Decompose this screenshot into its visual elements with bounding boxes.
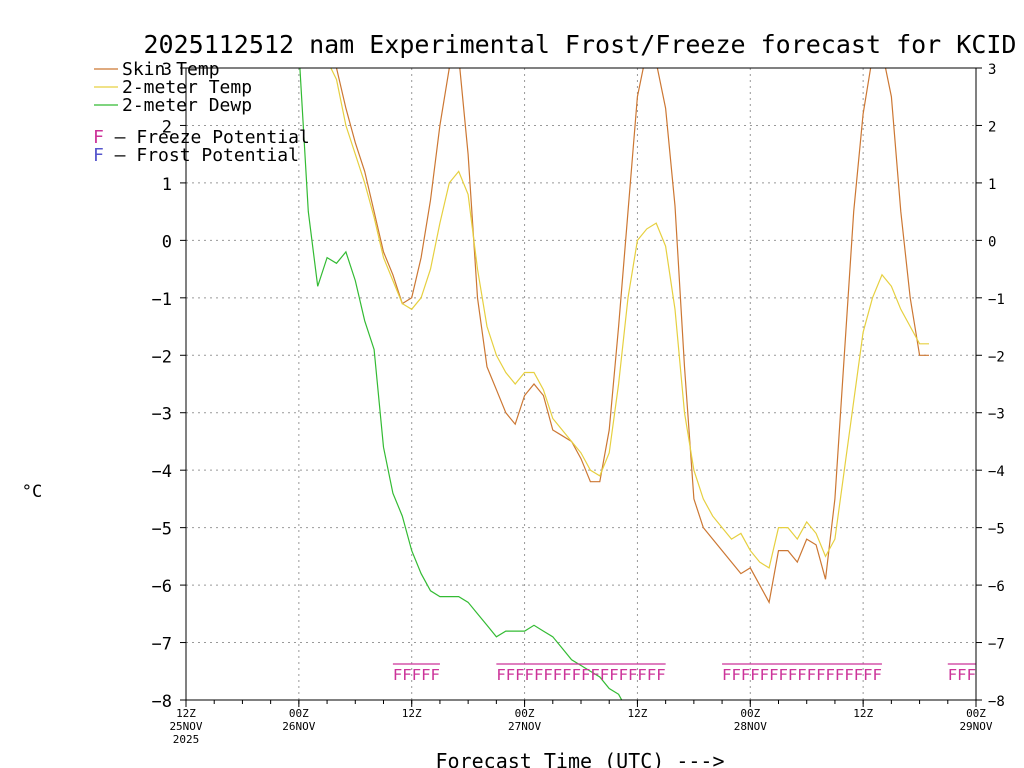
y-tick-label: 3 xyxy=(162,60,172,80)
y-tick-label: −5 xyxy=(152,520,172,540)
freeze-mark-label: FFFFFFFFFFFFFFFFFF xyxy=(496,666,665,684)
series-line-2-meter-dewp xyxy=(299,68,623,700)
y-tick-label: −7 xyxy=(152,635,172,655)
potential-legend-mark: F xyxy=(93,127,104,148)
potential-legend-text: – Frost Potential xyxy=(104,145,299,166)
y-tick-label: 2 xyxy=(162,117,172,137)
y-tick-label-right: 0 xyxy=(988,234,996,250)
y-tick-label-right: 2 xyxy=(988,119,996,135)
legend-label: 2-meter Temp xyxy=(122,77,252,98)
legend-label: 2-meter Dewp xyxy=(122,95,252,116)
x-tick-label: 00Z xyxy=(289,707,309,720)
y-tick-label-right: 3 xyxy=(988,62,996,78)
x-tick-label: 00Z xyxy=(966,707,986,720)
x-tick-label: 28NOV xyxy=(734,720,767,733)
x-tick-label: 00Z xyxy=(740,707,760,720)
y-axis: 3 3 2 2 1 1 0 0 −1 −1 −2 −2 −3 −3 −4 −4 −5 −5 −6 −6 −7 −7 −8 −8 xyxy=(152,60,1005,712)
plot-frame xyxy=(185,67,977,701)
x-tick-label: 00Z xyxy=(515,707,535,720)
y-tick-label: 0 xyxy=(162,232,172,252)
x-tick-label: 29NOV xyxy=(959,720,992,733)
potential-legend-text: – Freeze Potential xyxy=(104,127,310,148)
series-lines xyxy=(299,68,929,700)
y-axis-label: °C xyxy=(22,482,42,502)
freeze-mark-label: FFFFF xyxy=(393,666,440,684)
y-tick-label: −1 xyxy=(152,290,172,310)
grid xyxy=(186,68,976,700)
freeze-potential-marks: FFFFF FFFFFFFFFFFFFFFFFF FFFFFFFFFFFFFFFFF… xyxy=(392,663,976,684)
chart-title: 2025112512 nam Experimental Frost/Freeze… xyxy=(144,30,1017,59)
x-tick-label: 12Z xyxy=(627,707,647,720)
y-tick-label-right: −6 xyxy=(988,579,1005,595)
y-tick-label-right: −8 xyxy=(988,694,1005,710)
y-tick-label: 1 xyxy=(162,175,172,195)
x-tick-label: 12Z xyxy=(176,707,196,720)
y-tick-label-right: −5 xyxy=(988,522,1005,538)
y-tick-label-right: −4 xyxy=(988,464,1005,480)
x-tick-label: 26NOV xyxy=(282,720,315,733)
x-tick-label: 12Z xyxy=(853,707,873,720)
series-line-2-meter-temp xyxy=(330,68,929,569)
y-tick-label-right: −7 xyxy=(988,637,1005,653)
y-tick-label-right: 1 xyxy=(988,177,996,193)
x-axis-label: Forecast Time (UTC) ---> xyxy=(436,749,725,768)
legend-label: Skin Temp xyxy=(122,59,220,80)
potential-legend-mark: F xyxy=(93,145,104,166)
series-line-skin-temp xyxy=(335,68,929,605)
x-tick-label: 12Z xyxy=(402,707,422,720)
freeze-mark-label: FFFFFFFFFFFFFFFFF xyxy=(722,666,882,684)
y-tick-label-right: −2 xyxy=(988,349,1005,365)
y-tick-label: −2 xyxy=(152,347,172,367)
potential-legend-item: F – Frost Potential xyxy=(93,145,299,166)
potential-legend-item: F – Freeze Potential xyxy=(93,127,310,148)
x-tick-label: 2025 xyxy=(173,733,200,746)
y-tick-label: −3 xyxy=(152,405,172,425)
freeze-mark-label: FFF xyxy=(948,666,976,684)
x-tick-label: 27NOV xyxy=(508,720,541,733)
y-tick-label-right: −1 xyxy=(988,292,1005,308)
y-tick-label-right: −3 xyxy=(988,407,1005,423)
y-tick-label: −4 xyxy=(152,462,172,482)
y-tick-label: −8 xyxy=(152,692,172,712)
y-tick-label: −6 xyxy=(152,577,172,597)
x-tick-label: 25NOV xyxy=(169,720,202,733)
